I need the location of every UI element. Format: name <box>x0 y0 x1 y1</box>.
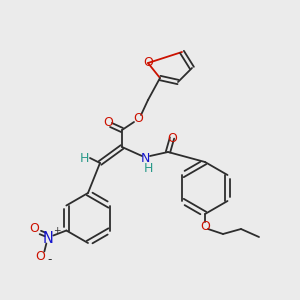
Text: O: O <box>35 250 45 263</box>
Text: O: O <box>200 220 210 232</box>
Text: O: O <box>167 131 177 145</box>
Text: O: O <box>133 112 143 124</box>
Text: H: H <box>143 161 153 175</box>
Text: O: O <box>143 56 153 70</box>
Text: N: N <box>43 231 54 246</box>
Text: O: O <box>29 222 39 235</box>
Text: N: N <box>140 152 150 164</box>
Text: +: + <box>52 226 60 235</box>
Text: -: - <box>47 253 52 266</box>
Text: O: O <box>103 116 113 128</box>
Text: H: H <box>79 152 89 164</box>
